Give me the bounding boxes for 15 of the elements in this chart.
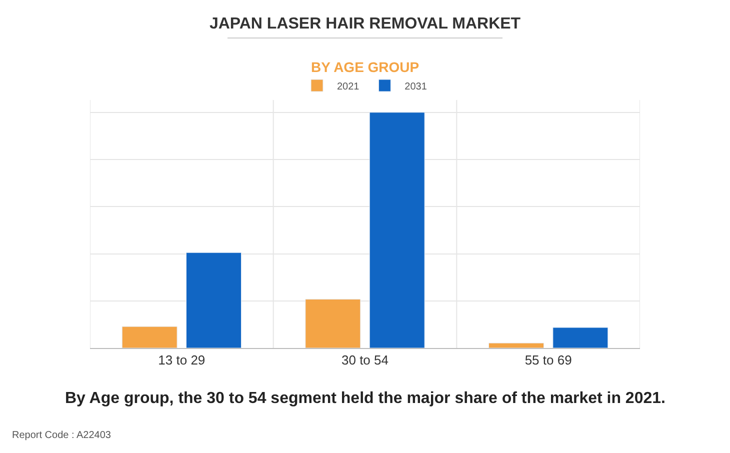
bar [552, 327, 608, 348]
chart-subtitle: BY AGE GROUP [311, 59, 420, 75]
chart-title: JAPAN LASER HAIR REMOVAL MARKET [209, 15, 521, 32]
bar [305, 298, 361, 348]
text: Report Code : A22403 [12, 430, 112, 441]
bar [488, 342, 544, 348]
x-tick-label: 30 to 54 [342, 352, 388, 368]
bar [186, 252, 242, 348]
legend-label: 2031 [404, 81, 428, 92]
text: By Age group, the 30 to 54 segment held the major share of the market in 2021. [65, 390, 666, 407]
bar [369, 112, 425, 348]
x-tick-label: 13 to 29 [158, 352, 206, 368]
x-tick-label: 55 to 69 [524, 352, 572, 368]
bar [122, 326, 178, 348]
legend-label: 2021 [337, 81, 360, 92]
